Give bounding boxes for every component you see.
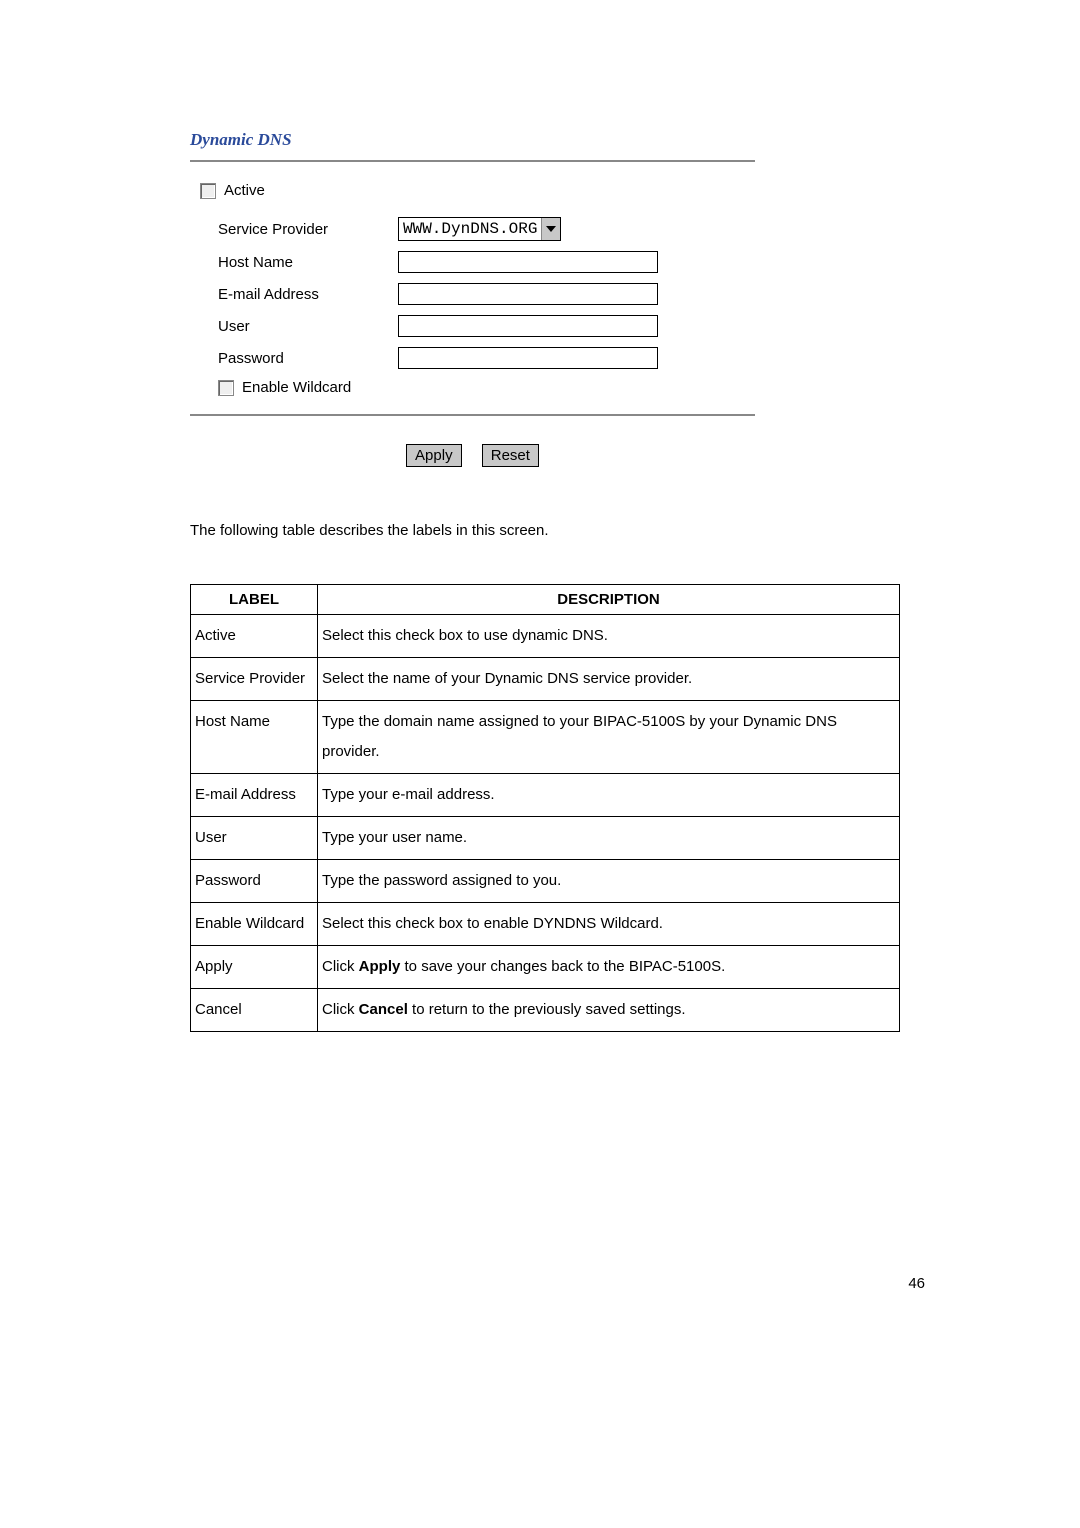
user-label: User: [190, 318, 398, 335]
service-provider-row: Service Provider WWW.DynDNS.ORG: [190, 217, 755, 241]
table-cell-label: Cancel: [191, 989, 318, 1032]
panel-title: Dynamic DNS: [190, 130, 755, 150]
divider: [190, 414, 755, 416]
table-row: CancelClick Cancel to return to the prev…: [191, 989, 900, 1032]
user-input[interactable]: [398, 315, 658, 337]
password-label: Password: [190, 350, 398, 367]
apply-button[interactable]: Apply: [406, 444, 462, 467]
password-input[interactable]: [398, 347, 658, 369]
description-table: LABEL DESCRIPTION ActiveSelect this chec…: [190, 584, 900, 1032]
host-name-row: Host Name: [190, 251, 755, 273]
enable-wildcard-checkbox[interactable]: [218, 380, 234, 396]
table-cell-label: Apply: [191, 946, 318, 989]
active-label: Active: [224, 182, 265, 199]
table-cell-label: User: [191, 817, 318, 860]
table-head-label: LABEL: [191, 585, 318, 615]
table-row: PasswordType the password assigned to yo…: [191, 860, 900, 903]
email-label: E-mail Address: [190, 286, 398, 303]
table-row: Service ProviderSelect the name of your …: [191, 658, 900, 701]
table-row: UserType your user name.: [191, 817, 900, 860]
service-provider-select[interactable]: WWW.DynDNS.ORG: [398, 217, 561, 241]
page-number: 46: [908, 1275, 925, 1292]
host-name-input[interactable]: [398, 251, 658, 273]
enable-wildcard-row: Enable Wildcard: [190, 379, 755, 396]
table-cell-description: Type the domain name assigned to your BI…: [318, 701, 900, 774]
password-row: Password: [190, 347, 755, 369]
table-cell-description: Type the password assigned to you.: [318, 860, 900, 903]
table-cell-label: Password: [191, 860, 318, 903]
table-cell-description: Select this check box to use dynamic DNS…: [318, 615, 900, 658]
table-cell-label: E-mail Address: [191, 774, 318, 817]
table-head-description: DESCRIPTION: [318, 585, 900, 615]
dynamic-dns-panel: Dynamic DNS Active Service Provider WWW.…: [190, 130, 755, 416]
host-name-label: Host Name: [190, 254, 398, 271]
email-row: E-mail Address: [190, 283, 755, 305]
table-cell-description: Select the name of your Dynamic DNS serv…: [318, 658, 900, 701]
button-row: Apply Reset: [190, 444, 755, 467]
chevron-down-icon: [541, 218, 560, 240]
active-row: Active: [190, 182, 755, 199]
table-cell-label: Service Provider: [191, 658, 318, 701]
table-row: ApplyClick Apply to save your changes ba…: [191, 946, 900, 989]
table-cell-label: Host Name: [191, 701, 318, 774]
service-provider-value: WWW.DynDNS.ORG: [399, 218, 541, 240]
intro-text: The following table describes the labels…: [190, 522, 930, 539]
table-cell-label: Enable Wildcard: [191, 903, 318, 946]
table-cell-description: Type your user name.: [318, 817, 900, 860]
table-row: ActiveSelect this check box to use dynam…: [191, 615, 900, 658]
active-checkbox[interactable]: [200, 183, 216, 199]
table-cell-description: Click Apply to save your changes back to…: [318, 946, 900, 989]
table-cell-description: Type your e-mail address.: [318, 774, 900, 817]
reset-button[interactable]: Reset: [482, 444, 539, 467]
table-row: Enable WildcardSelect this check box to …: [191, 903, 900, 946]
table-cell-label: Active: [191, 615, 318, 658]
service-provider-label: Service Provider: [190, 221, 398, 238]
enable-wildcard-label: Enable Wildcard: [242, 379, 351, 396]
table-cell-description: Select this check box to enable DYNDNS W…: [318, 903, 900, 946]
table-cell-description: Click Cancel to return to the previously…: [318, 989, 900, 1032]
user-row: User: [190, 315, 755, 337]
table-row: E-mail AddressType your e-mail address.: [191, 774, 900, 817]
table-row: Host NameType the domain name assigned t…: [191, 701, 900, 774]
email-input[interactable]: [398, 283, 658, 305]
